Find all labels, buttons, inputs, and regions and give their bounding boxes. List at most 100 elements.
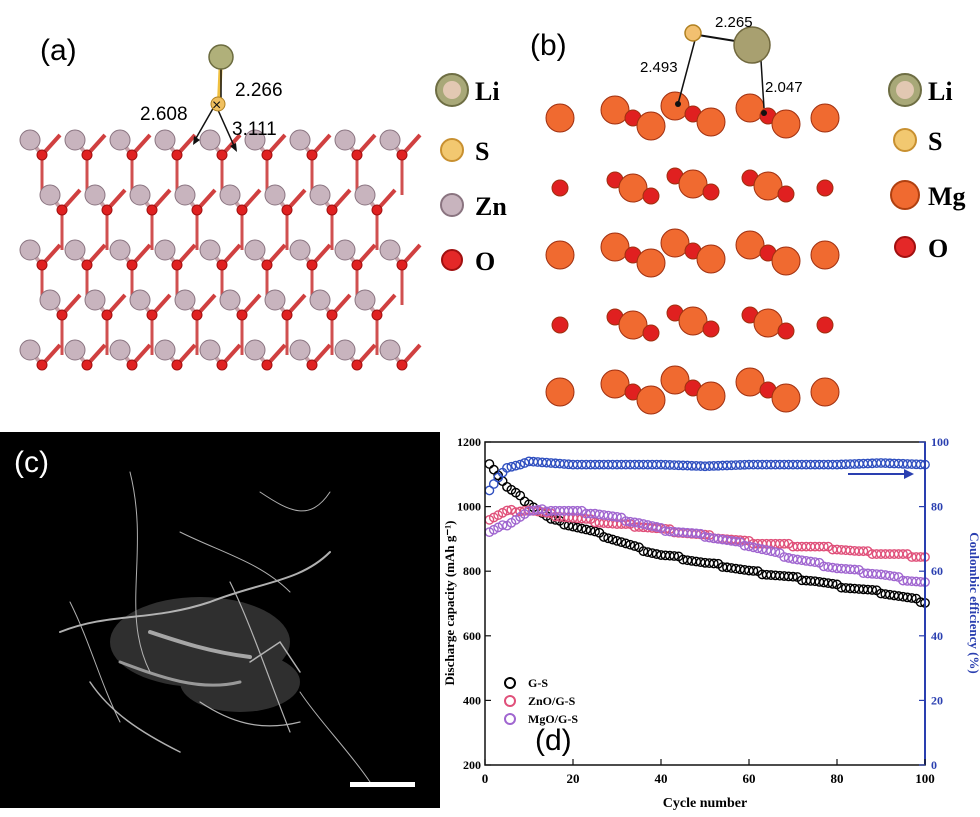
y-tick-label: 1000	[457, 500, 481, 514]
data-point	[576, 523, 587, 534]
zn-atom	[289, 239, 311, 261]
zn-atom	[39, 184, 61, 206]
data-point	[638, 519, 649, 529]
panel-c-label: (c)	[14, 446, 49, 479]
o-atom	[371, 309, 383, 321]
data-point	[585, 525, 596, 536]
data-point	[757, 544, 768, 555]
data-point	[603, 533, 614, 544]
data-point	[748, 542, 759, 553]
li-atom-a	[208, 44, 234, 70]
data-point	[502, 462, 512, 473]
zn-atom	[264, 184, 286, 206]
data-point	[744, 541, 754, 552]
zn-atom	[199, 339, 221, 361]
zn-atom	[354, 289, 376, 311]
o-atom	[81, 149, 93, 161]
zn-atom	[129, 289, 151, 311]
data-point	[607, 534, 618, 545]
cycling-chart: 0 20 40 60 80 100 200 400 600 800 1000 1200 0 20 40 6…	[442, 435, 980, 811]
mg-atom	[771, 383, 801, 413]
y2-tick-label: 100	[931, 435, 949, 449]
data-point	[669, 551, 680, 561]
mg-atom	[545, 377, 575, 407]
o-atom	[236, 309, 248, 321]
zn-atom	[264, 289, 286, 311]
mg-atom	[636, 248, 666, 278]
o-atom	[236, 204, 248, 216]
mg-atom	[678, 169, 708, 199]
svg-text:S: S	[475, 137, 489, 166]
o-atom	[216, 149, 228, 161]
legend-label: G-S	[528, 676, 548, 690]
o-atom	[642, 324, 660, 342]
mg-atom	[618, 310, 648, 340]
distance-label-a2: 2.608	[140, 104, 188, 125]
o-atom	[36, 359, 48, 371]
o-atom	[326, 204, 338, 216]
o-atom	[101, 309, 113, 321]
o-atom	[216, 259, 228, 271]
mg-atom	[600, 369, 630, 399]
zn-atom	[289, 339, 311, 361]
o-atom	[261, 359, 273, 371]
data-point	[906, 593, 917, 603]
mg-atom	[600, 95, 630, 125]
zn-atom	[39, 289, 61, 311]
zn-atom	[379, 339, 401, 361]
o-atom	[396, 259, 408, 271]
mg-atom	[660, 228, 690, 258]
data-point	[642, 547, 653, 558]
zn-atom	[334, 339, 356, 361]
o-atom	[816, 316, 834, 334]
series-g-s	[484, 459, 930, 608]
legend-marker	[504, 713, 516, 725]
o-atom	[642, 187, 660, 205]
o-atom	[146, 204, 158, 216]
legend-item-s-b: S	[893, 127, 942, 156]
o-atom	[371, 204, 383, 216]
panel-b: (b) 2.265 2.493 2.047 Li S	[470, 0, 980, 425]
data-point	[515, 459, 526, 470]
panel-c: (c)	[0, 432, 440, 808]
mg-atom	[636, 111, 666, 141]
o-atom	[81, 359, 93, 371]
data-point	[634, 518, 644, 528]
o-atom	[306, 149, 318, 161]
mg-atom	[735, 367, 765, 397]
mg-atom	[696, 244, 726, 274]
x-tick-label: 0	[482, 771, 489, 786]
y2-tick-label: 40	[931, 629, 943, 643]
mg-atom	[810, 377, 840, 407]
zn-atom	[354, 184, 376, 206]
direction-arrow	[848, 469, 914, 479]
s-atom-b	[684, 24, 702, 42]
data-point	[572, 505, 583, 516]
panel-d: 0 20 40 60 80 100 200 400 600 800 1000 1200 0 20 40 6…	[440, 425, 980, 812]
legend-b: Li S Mg O	[888, 73, 966, 263]
o-atom	[306, 259, 318, 271]
zn-atom	[244, 129, 266, 151]
o-atom	[36, 149, 48, 161]
o-atom	[191, 204, 203, 216]
zn-atom	[19, 239, 41, 261]
series-mgo-g-s	[484, 504, 930, 588]
o-atom	[816, 179, 834, 197]
data-point	[647, 548, 658, 559]
data-point	[770, 547, 781, 558]
li-atom-b	[733, 26, 771, 64]
x-tick-label: 20	[567, 771, 580, 786]
zn-atom	[154, 239, 176, 261]
data-point	[748, 565, 759, 576]
svg-text:S: S	[928, 127, 942, 156]
zn-atom	[109, 129, 131, 151]
zn-atom	[309, 184, 331, 206]
zn-atom	[64, 129, 86, 151]
data-point	[730, 536, 741, 547]
o-atom	[56, 204, 68, 216]
data-point	[612, 512, 622, 522]
y2-tick-label: 0	[931, 758, 937, 772]
panel-a-label: (a)	[40, 34, 77, 67]
o-atom	[101, 204, 113, 216]
zn-atom	[64, 239, 86, 261]
